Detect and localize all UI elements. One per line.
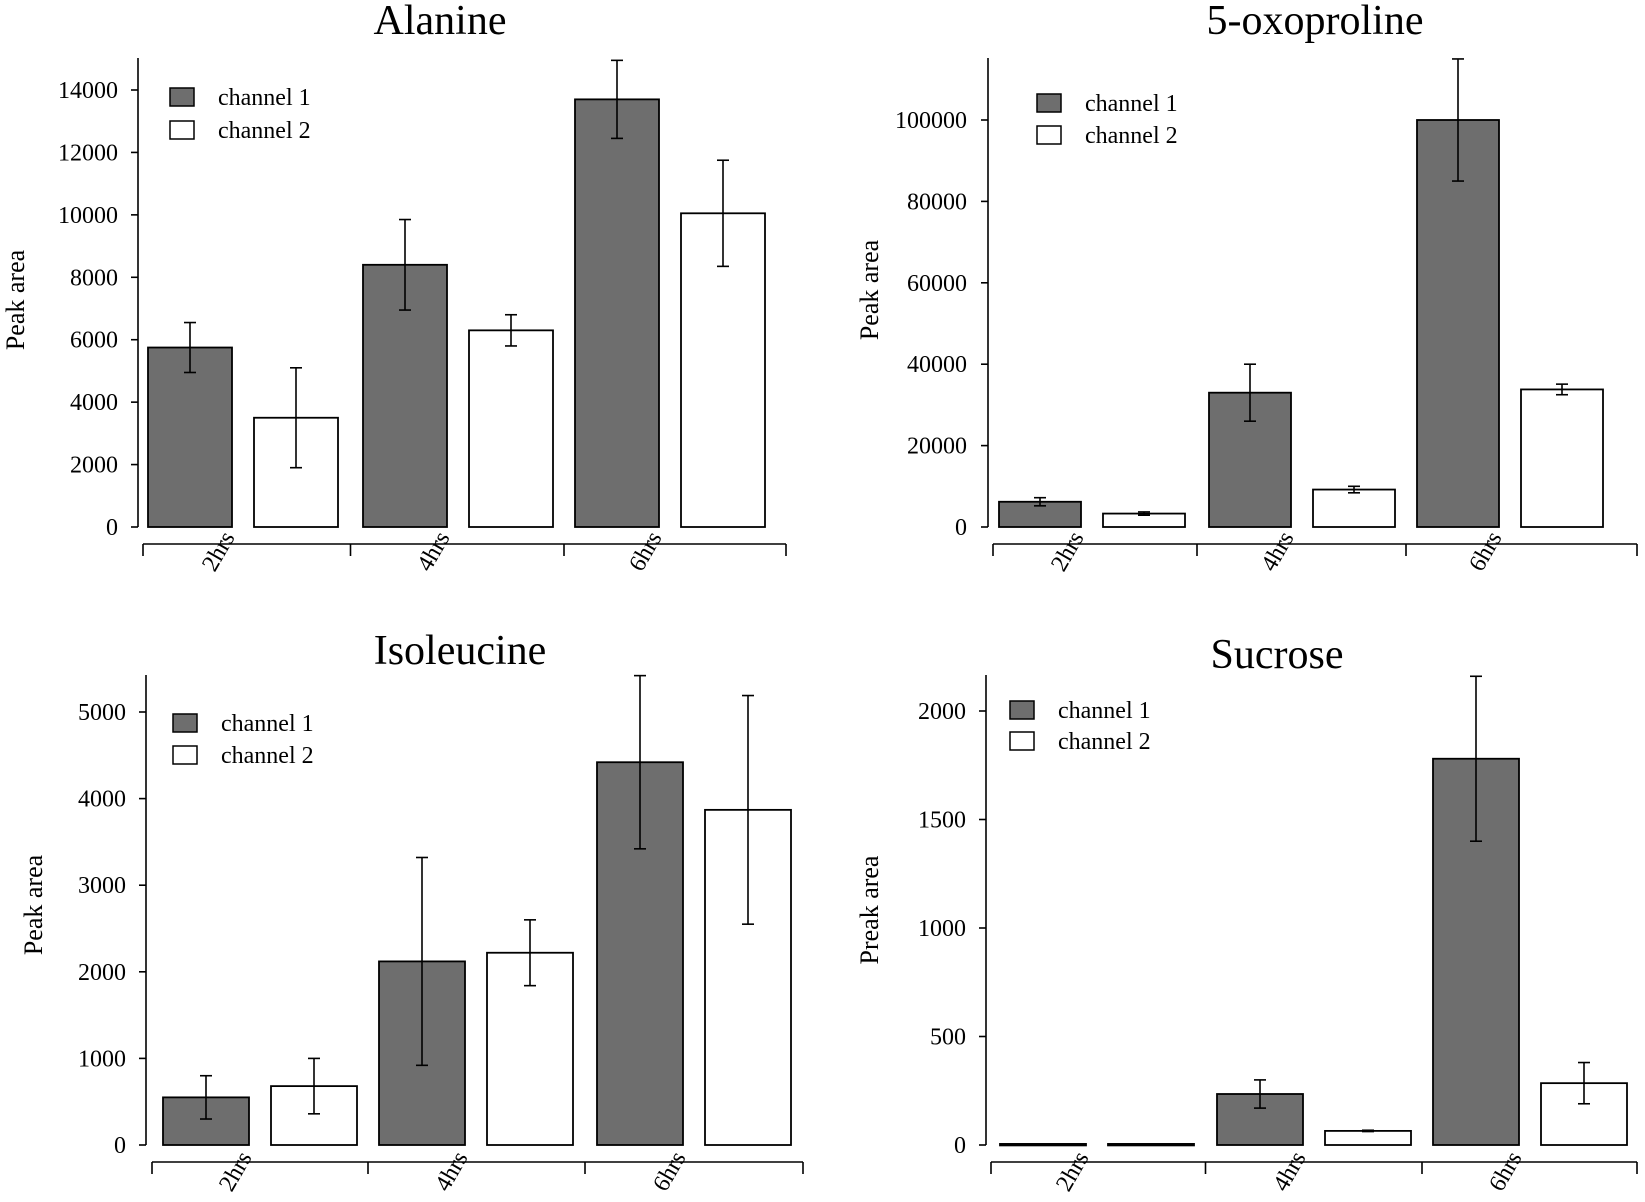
legend-label: channel 2 bbox=[1085, 123, 1178, 149]
y-tick-label: 8000 bbox=[70, 265, 118, 291]
y-tick-label: 0 bbox=[954, 1133, 966, 1159]
y-axis-label: Preak area bbox=[855, 855, 884, 964]
legend-label: channel 1 bbox=[1058, 698, 1151, 724]
x-tick-label: 2hrs bbox=[1051, 1147, 1094, 1196]
y-tick-label: 0 bbox=[955, 515, 967, 541]
y-tick-label: 80000 bbox=[907, 189, 967, 215]
y-tick-label: 0 bbox=[106, 515, 118, 541]
x-tick-label: 4hrs bbox=[1268, 1147, 1311, 1196]
y-tick-label: 60000 bbox=[907, 271, 967, 297]
chart-title: Alanine bbox=[374, 0, 507, 44]
legend-swatch bbox=[169, 87, 195, 107]
legend-swatch bbox=[1009, 731, 1035, 751]
y-tick-label: 20000 bbox=[907, 434, 967, 460]
y-tick-label: 10000 bbox=[58, 203, 118, 229]
x-tick-label: 2hrs bbox=[1046, 527, 1089, 576]
x-tick-label: 6hrs bbox=[1484, 1147, 1527, 1196]
y-tick-label: 1000 bbox=[918, 916, 966, 942]
legend-label: channel 2 bbox=[221, 743, 314, 769]
y-tick-label: 4000 bbox=[78, 787, 126, 813]
y-tick-label: 2000 bbox=[70, 453, 118, 479]
y-tick-label: 12000 bbox=[58, 140, 118, 166]
bar-channel-1 bbox=[574, 98, 660, 528]
chart-panel: Alanine 0 2000 4000 6000 8000 10000 12000 14000 P… bbox=[1, 0, 787, 576]
bar-channel-2 bbox=[1312, 488, 1396, 528]
y-tick-label: 3000 bbox=[78, 873, 126, 899]
x-tick-label: 4hrs bbox=[1256, 527, 1299, 576]
y-tick-label: 40000 bbox=[907, 352, 967, 378]
y-tick-label: 1500 bbox=[918, 808, 966, 834]
y-axis-label: Peak area bbox=[19, 854, 48, 955]
bar-channel-2 bbox=[1520, 388, 1604, 528]
bar-channel-2 bbox=[468, 329, 554, 528]
bar-channel-2 bbox=[1107, 1143, 1195, 1147]
chart-title: 5-oxoproline bbox=[1207, 0, 1424, 44]
y-axis-label: Peak area bbox=[1, 249, 30, 350]
legend-swatch bbox=[172, 713, 198, 733]
chart-panel: Isoleucine 0 1000 2000 3000 4000 5000 Peak area… bbox=[19, 628, 804, 1196]
x-tick-label: 2hrs bbox=[214, 1147, 257, 1196]
legend-label: channel 2 bbox=[1058, 729, 1151, 755]
legend-label: channel 1 bbox=[221, 711, 314, 737]
legend-swatch bbox=[1036, 125, 1062, 145]
y-tick-label: 500 bbox=[930, 1025, 966, 1051]
y-tick-label: 4000 bbox=[70, 390, 118, 416]
y-tick-label: 1000 bbox=[78, 1046, 126, 1072]
x-tick-label: 6hrs bbox=[624, 527, 667, 576]
chart-panel: Sucrose 0 500 1000 1500 2000 Preak area 2hrs 4hr… bbox=[855, 632, 1638, 1196]
bar-channel-1 bbox=[147, 346, 233, 528]
x-tick-label: 6hrs bbox=[1464, 527, 1507, 576]
legend-label: channel 2 bbox=[218, 118, 311, 144]
legend-swatch bbox=[1036, 93, 1062, 113]
y-tick-label: 2000 bbox=[78, 960, 126, 986]
chart-title: Isoleucine bbox=[374, 628, 547, 674]
y-tick-label: 5000 bbox=[78, 700, 126, 726]
y-tick-label: 100000 bbox=[895, 108, 967, 134]
legend-swatch bbox=[172, 745, 198, 765]
bar-channel-1 bbox=[1416, 119, 1500, 528]
bar-channel-1 bbox=[1216, 1093, 1304, 1146]
y-tick-label: 6000 bbox=[70, 328, 118, 354]
x-tick-label: 2hrs bbox=[197, 527, 240, 576]
legend-label: channel 1 bbox=[1085, 91, 1178, 117]
chart-title: Sucrose bbox=[1211, 632, 1344, 678]
bar-channel-1 bbox=[999, 1143, 1087, 1147]
bar-channel-2 bbox=[486, 951, 574, 1146]
legend-swatch bbox=[169, 120, 195, 140]
legend-label: channel 1 bbox=[218, 85, 311, 111]
y-tick-label: 14000 bbox=[58, 78, 118, 104]
y-tick-label: 2000 bbox=[918, 699, 966, 725]
x-tick-label: 4hrs bbox=[430, 1147, 473, 1196]
x-tick-label: 6hrs bbox=[648, 1147, 691, 1196]
x-tick-label: 4hrs bbox=[412, 527, 455, 576]
y-axis-label: Peak area bbox=[855, 239, 884, 340]
y-tick-label: 0 bbox=[114, 1133, 126, 1159]
chart-panel: 5-oxoproline 0 20000 40000 60000 80000 100000 P… bbox=[855, 0, 1638, 576]
legend-swatch bbox=[1009, 700, 1035, 720]
bar-channel-2 bbox=[1324, 1129, 1412, 1146]
